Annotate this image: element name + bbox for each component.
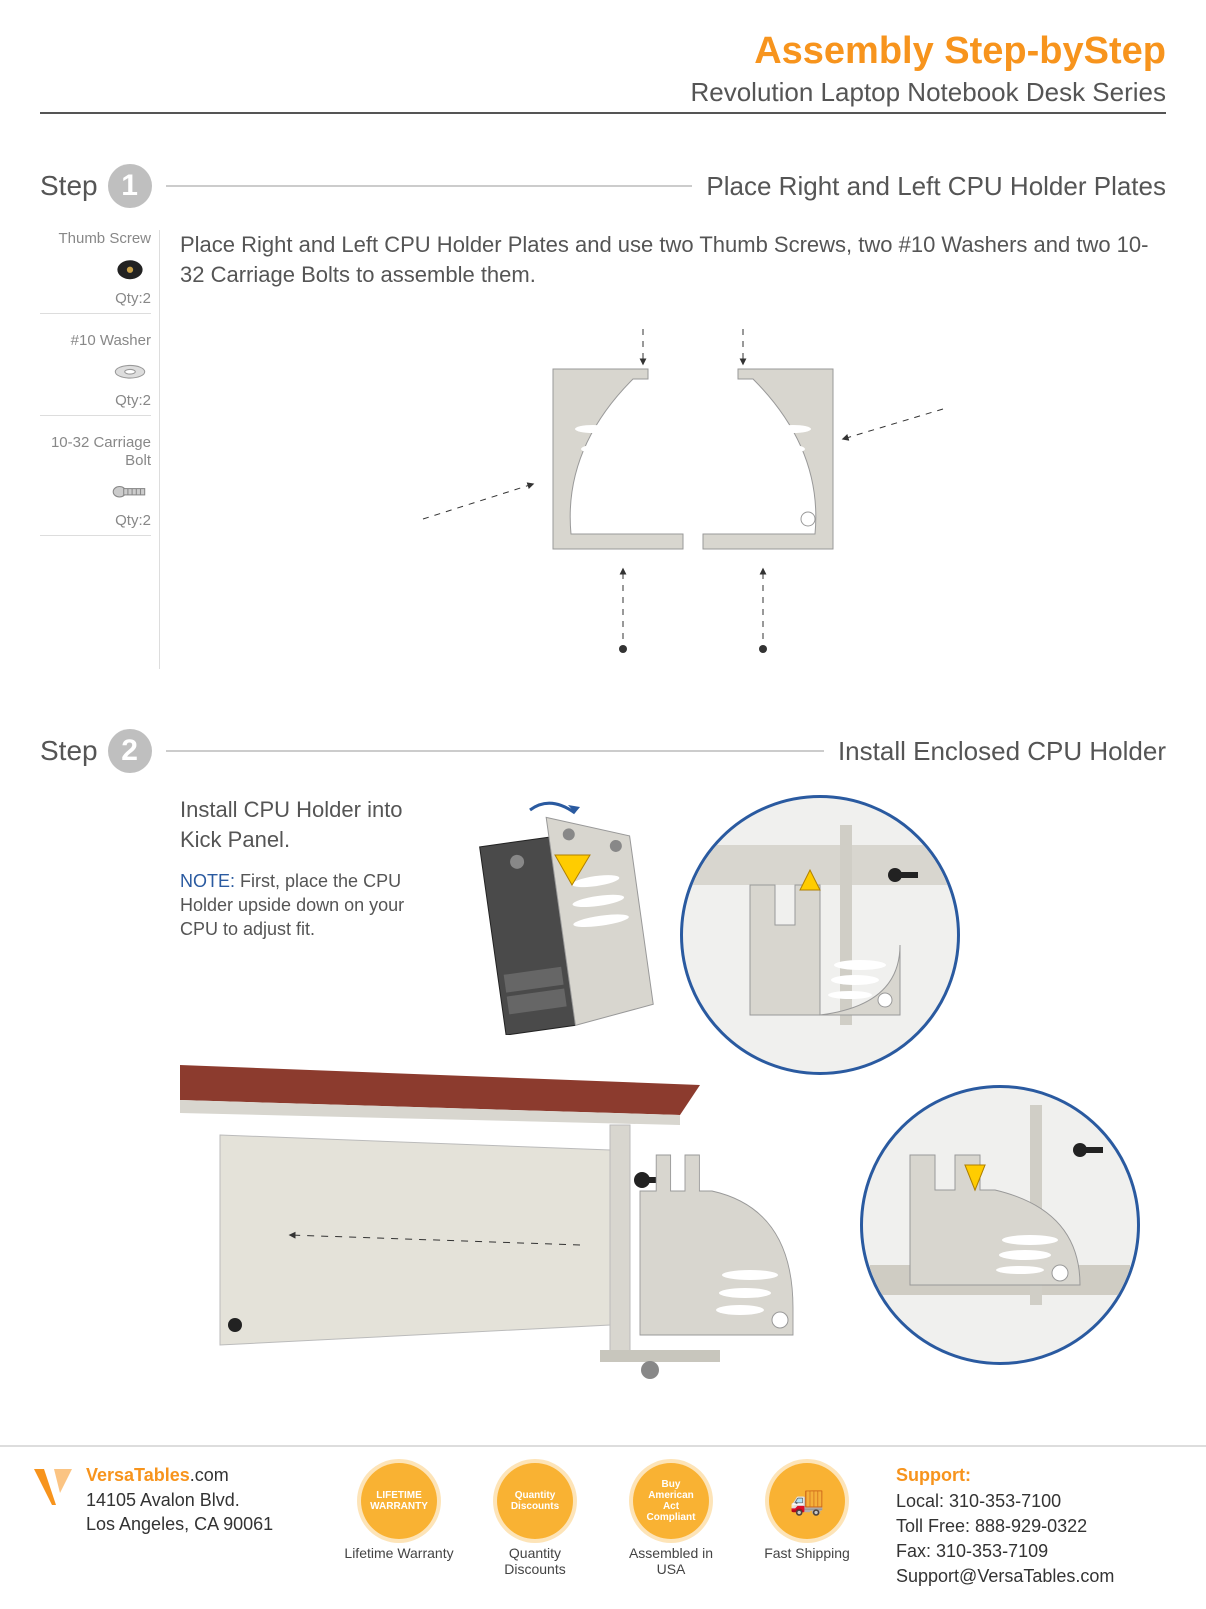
shipping-badge-icon: 🚚 [769,1463,845,1539]
part-qty: Qty:2 [40,392,151,409]
badge-label: Quantity Discounts [480,1545,590,1577]
warranty-badge-icon: LIFETIME WARRANTY [361,1463,437,1539]
step-rule [166,185,693,187]
support-local: Local: 310-353-7100 [896,1489,1176,1514]
step-2-header: Step 2 Install Enclosed CPU Holder [40,729,1166,773]
address-line-1: 14105 Avalon Blvd. [86,1488,273,1512]
page-header: Assembly Step-byStep Revolution Laptop N… [40,30,1166,114]
bolt-icon [109,476,151,508]
badge-item: Buy American Act Compliant Assembled in … [616,1463,726,1577]
badge-label: Assembled in USA [616,1545,726,1577]
page-title: Assembly Step-byStep [40,30,1166,73]
badge-label: Fast Shipping [752,1545,862,1561]
support-fax: Fax: 310-353-7109 [896,1539,1176,1564]
washer-icon [109,356,151,388]
badge-item: LIFETIME WARRANTY Lifetime Warranty [344,1463,454,1577]
badge-item: Quantity Discounts Quantity Discounts [480,1463,590,1577]
page-footer: VersaTables.com 14105 Avalon Blvd. Los A… [0,1445,1206,1609]
part-name: #10 Washer [40,332,151,350]
parts-list: Thumb Screw Qty:2 #10 Washer Qty:2 10-32… [40,230,160,669]
brand-line: VersaTables.com [86,1463,273,1487]
support-tollfree: Toll Free: 888-929-0322 [896,1514,1176,1539]
step-1-title: Place Right and Left CPU Holder Plates [706,171,1166,202]
part-name: 10-32 Carriage Bolt [40,434,151,470]
part-name: Thumb Screw [40,230,151,248]
step-1-diagram [180,309,1166,669]
step-number-badge: 1 [108,164,152,208]
detail-circle-2 [860,1085,1140,1365]
step-2: Step 2 Install Enclosed CPU Holder Insta… [40,729,1166,1385]
step-number-badge: 2 [108,729,152,773]
brand-logo-icon [30,1463,76,1509]
thumb-screw-icon [109,254,151,286]
page-subtitle: Revolution Laptop Notebook Desk Series [40,77,1166,108]
step-1-header: Step 1 Place Right and Left CPU Holder P… [40,164,1166,208]
step-label: Step [40,735,98,767]
step-label: Step [40,170,98,202]
part-item: #10 Washer Qty:2 [40,332,151,416]
discount-badge-icon: Quantity Discounts [497,1463,573,1539]
address-line-2: Los Angeles, CA 90061 [86,1512,273,1536]
step-1: Step 1 Place Right and Left CPU Holder P… [40,164,1166,669]
badge-item: 🚚 Fast Shipping [752,1463,862,1577]
part-qty: Qty:2 [40,512,151,529]
support-title: Support: [896,1463,1176,1488]
usa-badge-icon: Buy American Act Compliant [633,1463,709,1539]
brand-suffix: .com [190,1465,229,1485]
parts-spacer [40,795,160,1385]
brand-name: VersaTables [86,1465,190,1485]
cpu-diagram [460,795,660,1035]
step-2-instruction: Install CPU Holder into Kick Panel. [180,795,440,854]
badge-label: Lifetime Warranty [344,1545,454,1561]
desk-diagram [180,1025,840,1385]
part-qty: Qty:2 [40,290,151,307]
note-label: NOTE: [180,871,235,891]
support-block: Support: Local: 310-353-7100 Toll Free: … [896,1463,1176,1589]
part-item: Thumb Screw Qty:2 [40,230,151,314]
step-2-title: Install Enclosed CPU Holder [838,736,1166,767]
badges-row: LIFETIME WARRANTY Lifetime Warranty Quan… [330,1463,876,1577]
step-rule [166,750,824,752]
brand-block: VersaTables.com 14105 Avalon Blvd. Los A… [30,1463,310,1536]
support-email: Support@VersaTables.com [896,1564,1176,1589]
step-2-note: NOTE: First, place the CPU Holder upside… [180,869,440,942]
step-1-instruction: Place Right and Left CPU Holder Plates a… [180,230,1166,289]
part-item: 10-32 Carriage Bolt Qty:2 [40,434,151,536]
